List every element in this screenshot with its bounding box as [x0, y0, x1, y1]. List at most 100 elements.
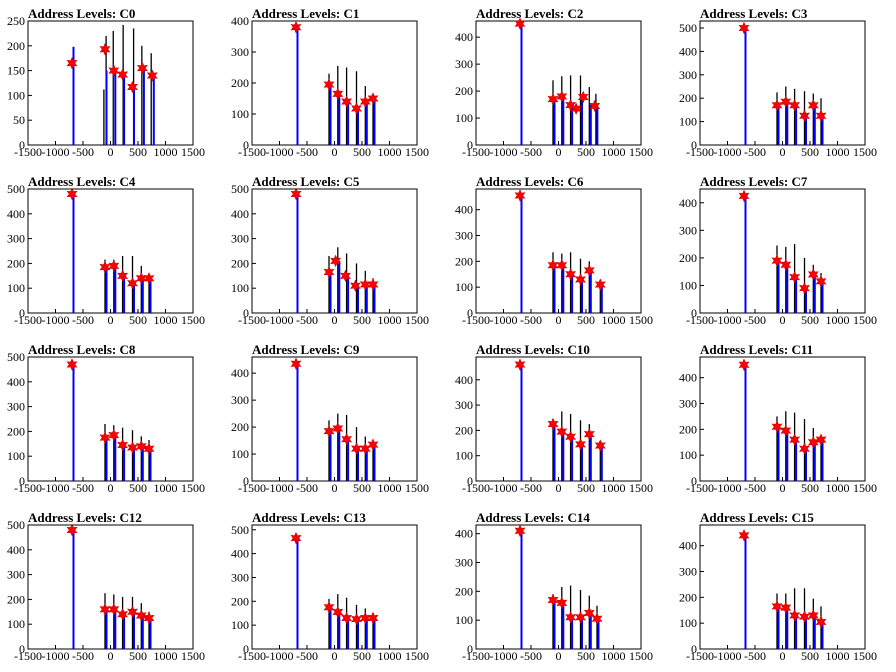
peak-star-marker-icon: [349, 279, 361, 292]
y-tick-label: 250: [7, 14, 25, 28]
peak-star-marker-icon: [547, 417, 559, 431]
subplot-c0: Address Levels: C0 0 50 100 150 200 250 -1500 -1…: [7, 6, 205, 159]
peak-star-marker-icon: [789, 433, 801, 446]
y-tick-label: 400: [231, 14, 249, 28]
y-tick-label: 200: [455, 84, 473, 98]
peak-star-marker-icon: [340, 269, 351, 283]
peak-star-marker-icon: [143, 272, 155, 285]
y-tick-label: 0: [691, 138, 697, 152]
y-tick-label: 0: [691, 474, 697, 488]
y-tick-label: 200: [455, 254, 473, 268]
peak-star-marker-icon: [547, 258, 559, 272]
x-tick-label: -1500: [462, 649, 490, 663]
subplot-title: Address Levels: C10: [476, 342, 590, 357]
x-tick-label: 1000: [602, 313, 626, 327]
x-tick-label: -1500: [462, 313, 490, 327]
y-tick-label: 0: [19, 138, 25, 152]
y-tick-label: 100: [231, 618, 249, 632]
y-tick-label: 100: [231, 447, 249, 461]
x-tick-label: -1500: [686, 649, 714, 663]
y-tick-label: 400: [7, 207, 25, 221]
x-tick-label: -500: [296, 145, 318, 159]
peak-star-marker-icon: [359, 611, 371, 625]
y-tick-label: 50: [13, 113, 25, 127]
y-tick-label: 300: [455, 555, 473, 569]
peak-star-marker-icon: [351, 612, 362, 626]
subplot-c1: Address Levels: C1 0 100 200 300 400 -1500 -100…: [231, 6, 429, 159]
subplot-title: Address Levels: C8: [28, 342, 136, 357]
x-tick-label: 1500: [853, 313, 877, 327]
x-tick-label: -1000: [266, 313, 294, 327]
y-tick-label: 500: [7, 518, 25, 532]
peak-star-marker-icon: [127, 276, 138, 290]
y-tick-label: 100: [455, 449, 473, 463]
peak-star-marker-icon: [367, 278, 379, 291]
y-tick-label: 100: [679, 616, 697, 630]
peak-star-marker-icon: [738, 529, 750, 542]
y-tick-label: 400: [231, 366, 249, 380]
x-tick-label: -1000: [714, 145, 742, 159]
peak-star-marker-icon: [127, 80, 138, 94]
peak-star-marker-icon: [771, 254, 783, 267]
peak-star-marker-icon: [738, 358, 750, 372]
peak-star-marker-icon: [135, 440, 147, 453]
peak-star-marker-icon: [583, 264, 595, 277]
x-tick-label: 500: [353, 481, 371, 495]
y-tick-label: 300: [679, 397, 697, 411]
peak-star-marker-icon: [514, 189, 526, 202]
x-tick-label: 1500: [181, 481, 205, 495]
peak-star-marker-icon: [341, 611, 353, 625]
x-tick-label: 1000: [826, 145, 850, 159]
subplot-c14: Address Levels: C14 0 100 200 300 400 -1500 -10…: [455, 510, 653, 663]
peak-star-marker-icon: [575, 438, 586, 451]
x-tick-label: 1000: [826, 313, 850, 327]
y-tick-label: 300: [679, 68, 697, 82]
x-tick-label: -500: [744, 145, 766, 159]
x-tick-label: 500: [801, 145, 819, 159]
y-tick-label: 300: [231, 232, 249, 246]
peak-star-marker-icon: [771, 98, 783, 112]
plot-frame: [251, 356, 418, 482]
peak-star-marker-icon: [135, 272, 147, 285]
x-tick-label: -500: [72, 649, 94, 663]
x-tick-label: -1500: [686, 145, 714, 159]
y-tick-label: 400: [455, 527, 473, 541]
x-tick-label: -500: [520, 145, 542, 159]
peak-star-marker-icon: [99, 603, 111, 616]
peak-star-marker-icon: [359, 95, 371, 108]
x-tick-label: 1000: [154, 313, 178, 327]
peak-star-marker-icon: [815, 433, 827, 446]
y-tick-label: 300: [231, 393, 249, 407]
peak-star-marker-icon: [66, 523, 78, 537]
x-tick-label: 1500: [405, 313, 429, 327]
y-tick-label: 200: [7, 424, 25, 438]
x-tick-label: -1000: [42, 145, 70, 159]
x-tick-label: 1500: [405, 145, 429, 159]
peak-star-marker-icon: [583, 606, 595, 620]
plot-frame: [475, 356, 642, 482]
subplot-title: Address Levels: C12: [28, 510, 142, 525]
x-tick-label: 0: [332, 313, 338, 327]
y-tick-label: 300: [231, 45, 249, 59]
x-tick-label: -1000: [714, 313, 742, 327]
peak-star-marker-icon: [556, 425, 568, 438]
x-tick-label: -500: [520, 649, 542, 663]
peak-star-marker-icon: [565, 611, 577, 624]
y-tick-label: 0: [243, 474, 249, 488]
peak-star-marker-icon: [807, 98, 819, 112]
peak-star-marker-icon: [341, 95, 353, 108]
peak-star-marker-icon: [108, 603, 120, 616]
peak-star-marker-icon: [66, 358, 78, 371]
peak-star-marker-icon: [108, 259, 120, 273]
x-tick-label: 1500: [853, 481, 877, 495]
y-tick-label: 0: [691, 642, 697, 656]
x-tick-label: 500: [129, 649, 147, 663]
x-tick-label: 1500: [405, 481, 429, 495]
peak-star-marker-icon: [799, 109, 810, 123]
peak-star-marker-icon: [323, 265, 335, 279]
peak-star-marker-icon: [575, 273, 586, 286]
x-tick-label: 1000: [602, 145, 626, 159]
subplot-title: Address Levels: C4: [28, 174, 136, 189]
plot-frame: [251, 524, 418, 650]
peak-star-marker-icon: [589, 99, 601, 113]
